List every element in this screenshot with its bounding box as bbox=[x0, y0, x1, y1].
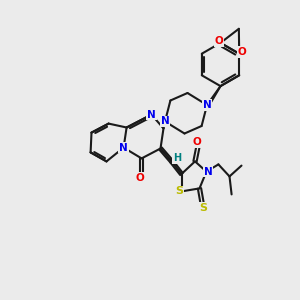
Text: O: O bbox=[136, 173, 145, 183]
Text: N: N bbox=[119, 142, 128, 153]
Text: N: N bbox=[202, 100, 211, 110]
Text: H: H bbox=[173, 153, 181, 163]
Text: O: O bbox=[238, 47, 247, 57]
Text: O: O bbox=[193, 137, 202, 147]
Text: N: N bbox=[147, 110, 156, 120]
Text: O: O bbox=[214, 36, 224, 46]
Text: S: S bbox=[175, 186, 183, 197]
Text: N: N bbox=[203, 167, 212, 177]
Text: N: N bbox=[160, 116, 169, 127]
Text: S: S bbox=[199, 203, 207, 213]
